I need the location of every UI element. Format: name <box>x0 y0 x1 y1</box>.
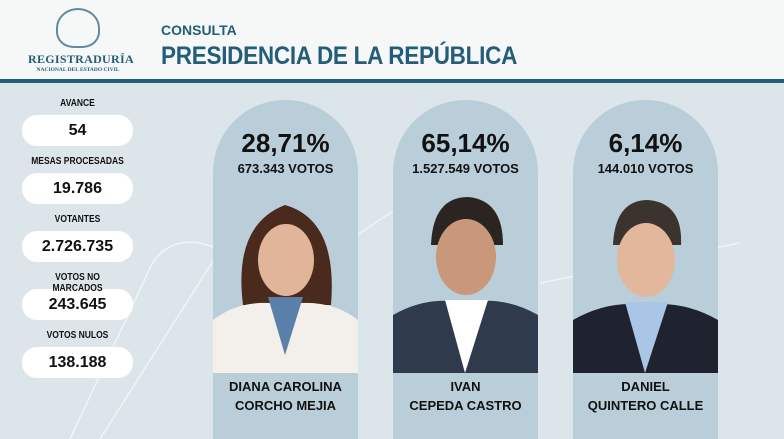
stat-value: 2.726.735 <box>22 231 133 262</box>
candidate-last-name: CORCHO MEJIA <box>234 398 337 413</box>
coat-of-arms-icon <box>56 8 100 48</box>
candidate-percent: 6,14% <box>608 128 683 158</box>
stat-value: 243.645 <box>22 289 133 320</box>
logo-line2: NACIONAL DEL ESTADO CIVIL <box>36 67 120 73</box>
stat-value: 138.188 <box>22 347 133 378</box>
stat-label: VOTOS NULOS <box>46 330 109 341</box>
candidate-last-name: CEPEDA CASTRO <box>409 398 522 413</box>
registraduria-logo: REGISTRADURÍA NACIONAL DEL ESTADO CIVIL <box>28 8 134 73</box>
candidate-card: 65,14% 1.527.549 VOTOS IVAN CEPEDA CASTRO <box>393 100 538 439</box>
candidate-name: DIANA CAROLINA CORCHO MEJIA <box>213 377 358 415</box>
candidate-photo <box>213 205 358 373</box>
candidate-photo <box>393 197 538 373</box>
stat-value: 19.786 <box>22 173 133 204</box>
candidate-card: 6,14% 144.010 VOTOS DANIEL QUINTERO CALLE <box>573 100 718 439</box>
logo-line1: REGISTRADURÍA <box>28 52 134 66</box>
stats-panel: AVANCE 54 MESAS PROCESADAS 19.786 VOTANTES… <box>22 98 133 388</box>
stat-mesas-procesadas: MESAS PROCESADAS 19.786 <box>22 156 133 204</box>
candidate-percent: 65,14% <box>421 128 510 158</box>
stat-votos-no-marcados: VOTOS NO MARCADOS 243.645 <box>22 272 133 320</box>
candidate-photo <box>573 200 718 373</box>
candidate-percent: 28,71% <box>241 128 330 158</box>
page-kicker: CONSULTA <box>161 22 237 38</box>
candidate-name: IVAN CEPEDA CASTRO <box>393 377 538 415</box>
candidate-name: DANIEL QUINTERO CALLE <box>573 377 718 415</box>
candidate-votes: 1.527.549 VOTOS <box>412 161 519 176</box>
stat-label: VOTANTES <box>54 214 101 225</box>
stat-label: MESAS PROCESADAS <box>31 156 124 167</box>
candidate-last-name: QUINTERO CALLE <box>587 398 704 413</box>
page-title: PRESIDENCIA DE LA REPÚBLICA <box>161 42 518 70</box>
candidate-votes: 673.343 VOTOS <box>237 161 334 176</box>
stat-label: VOTOS NO MARCADOS <box>52 272 103 294</box>
stat-votantes: VOTANTES 2.726.735 <box>22 214 133 262</box>
candidate-first-name: DIANA CAROLINA <box>229 379 342 394</box>
stat-value: 54 <box>22 115 133 146</box>
stat-avance: AVANCE 54 <box>22 98 133 146</box>
header: REGISTRADURÍA NACIONAL DEL ESTADO CIVIL … <box>0 0 784 79</box>
stat-label: AVANCE <box>60 98 95 109</box>
stat-votos-nulos: VOTOS NULOS 138.188 <box>22 330 133 378</box>
candidate-votes: 144.010 VOTOS <box>597 161 694 176</box>
candidate-card: 28,71% 673.343 VOTOS DIANA CAROLINA CORCH… <box>213 100 358 439</box>
header-divider <box>0 79 784 83</box>
candidate-first-name: DANIEL <box>621 379 670 394</box>
candidate-first-name: IVAN <box>450 379 481 394</box>
